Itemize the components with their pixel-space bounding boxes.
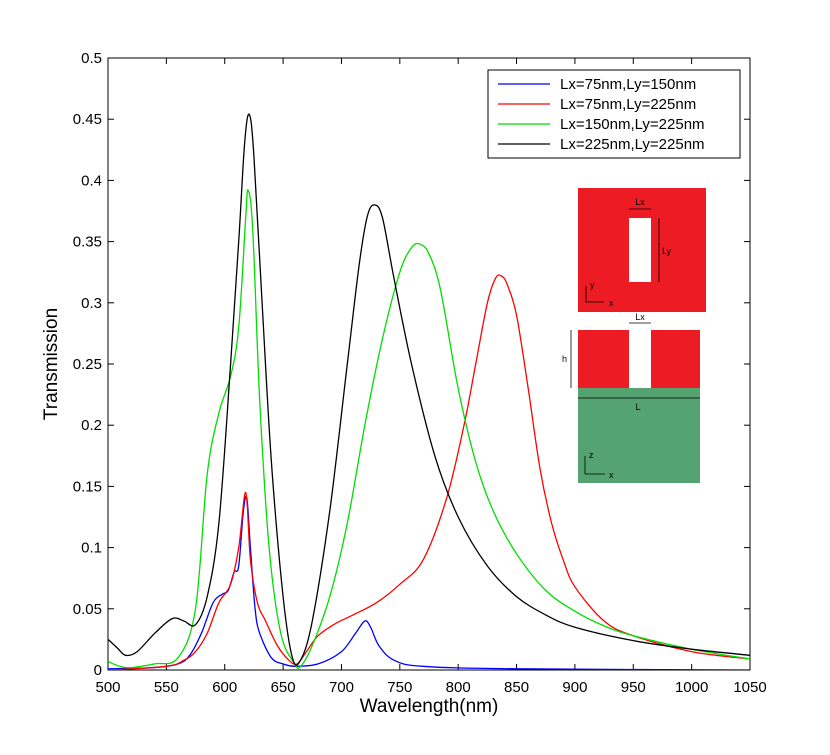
inset-l-label: L [635,402,640,412]
x-tick-label: 950 [621,679,646,696]
inset-side-z-label: z [589,450,594,460]
y-axis-title: Transmission [41,308,62,420]
legend-box [487,69,741,159]
inset-schematic: Lx Ly y x Lx h L z x [562,188,706,483]
x-tick-label: 900 [562,679,587,696]
inset-side-substrate [578,388,700,483]
x-tick-label: 550 [154,679,179,696]
inset-top-view-aperture [629,218,651,282]
y-tick-label: 0 [94,662,102,679]
inset-lx-label: Lx [635,197,645,207]
inset-top-x-label: x [609,298,614,308]
x-tick-label: 1050 [733,679,766,696]
y-tick-label: 0.3 [81,295,102,312]
y-tick-label: 0.45 [73,111,102,128]
inset-ly-label: Ly [662,246,672,256]
inset-side-x-label: x [609,470,614,480]
y-tick-label: 0.2 [81,417,102,434]
series-line-4 [108,113,750,666]
inset-top-y-label: y [590,280,595,290]
legend-label-4: Lx=225nm,Ly=225nm [560,136,705,153]
y-tick-label: 0.15 [73,478,102,495]
y-tick-label: 0.5 [81,50,102,67]
y-tick-label: 0.4 [81,172,102,189]
axis-tick-labels: 500 550 600 650 700 750 800 850 900 950 1000 1050 0 0… [73,50,767,696]
legend: Lx=75nm,Ly=150nm Lx=75nm,Ly=225nm Lx=150nm… [487,69,741,159]
series-line-3 [108,189,750,670]
y-tick-label: 0.25 [73,356,102,373]
inset-side-left-metal [578,330,629,388]
series-line-2 [108,274,750,670]
x-tick-label: 850 [504,679,529,696]
data-series [108,113,750,670]
x-axis-title: Wavelength(nm) [360,696,499,717]
x-tick-label: 750 [387,679,412,696]
x-tick-label: 600 [212,679,237,696]
x-tick-label: 1000 [675,679,708,696]
x-tick-label: 500 [95,679,120,696]
legend-label-1: Lx=75nm,Ly=150nm [560,76,696,93]
legend-label-2: Lx=75nm,Ly=225nm [560,96,696,113]
x-tick-label: 650 [271,679,296,696]
y-tick-label: 0.35 [73,234,102,251]
plot-area [107,57,751,671]
axis-ticks [107,57,751,671]
inset-side-right-metal [651,330,700,388]
x-tick-label: 800 [446,679,471,696]
inset-h-label: h [562,354,567,364]
x-tick-label: 700 [329,679,354,696]
legend-label-3: Lx=150nm,Ly=225nm [560,116,705,133]
y-tick-label: 0.05 [73,601,102,618]
y-tick-label: 0.1 [81,540,102,557]
series-line-1 [108,495,750,670]
inset-side-lx-label: Lx [635,312,645,322]
